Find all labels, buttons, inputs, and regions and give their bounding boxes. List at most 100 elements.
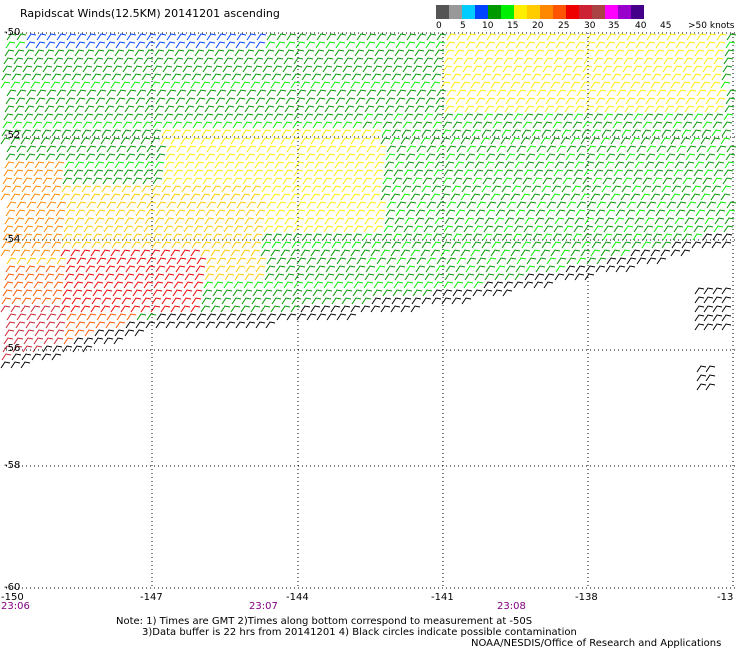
wind-barb — [102, 65, 113, 73]
wind-barb — [701, 129, 712, 137]
wind-barb — [404, 49, 415, 57]
wind-barb — [245, 97, 256, 105]
wind-barb — [270, 193, 281, 201]
wind-barb — [470, 249, 481, 257]
wind-barb — [186, 89, 197, 97]
wind-barb — [205, 321, 216, 329]
wind-barb — [202, 233, 213, 241]
wind-barb — [655, 41, 666, 49]
wind-barb — [105, 265, 116, 273]
wind-barb — [240, 193, 251, 201]
wind-barb — [151, 185, 162, 193]
wind-barb — [42, 233, 53, 241]
wind-barb — [162, 65, 173, 73]
wind-barb — [451, 129, 462, 137]
wind-barb — [603, 169, 614, 177]
wind-barb — [464, 273, 475, 281]
wind-barb — [262, 177, 273, 185]
wind-barb — [594, 161, 605, 169]
wind-barb — [223, 281, 234, 289]
wind-barb — [215, 265, 226, 273]
wind-barb — [175, 97, 186, 105]
wind-barb — [610, 193, 621, 201]
wind-barb — [631, 129, 642, 137]
wind-barb — [531, 129, 542, 137]
wind-barb — [481, 241, 492, 249]
wind-barb — [633, 225, 644, 233]
wind-barb — [3, 113, 14, 121]
wind-barb — [290, 137, 301, 145]
wind-barb — [36, 33, 47, 41]
wind-barb — [292, 289, 303, 297]
wind-barb — [431, 297, 442, 305]
wind-barb — [390, 193, 401, 201]
wind-barb — [132, 289, 143, 297]
wind-barb — [440, 137, 451, 145]
wind-barb — [294, 105, 305, 113]
wind-barb — [13, 113, 24, 121]
wind-barb — [604, 217, 615, 225]
wind-barb — [250, 81, 261, 89]
wind-barb — [624, 105, 635, 113]
lon-label: -138 — [575, 592, 598, 603]
wind-barb — [222, 121, 233, 129]
wind-barb — [156, 257, 167, 265]
wind-barb — [92, 121, 103, 129]
wind-barb — [492, 289, 503, 297]
wind-barb — [452, 233, 463, 241]
wind-barb — [526, 257, 537, 265]
wind-barb — [633, 57, 644, 65]
wind-barb — [506, 33, 517, 41]
wind-barb — [520, 137, 531, 145]
wind-barb — [65, 153, 76, 161]
wind-barb — [344, 161, 355, 169]
wind-barb — [473, 281, 484, 289]
wind-barb — [431, 185, 442, 193]
wind-barb — [310, 137, 321, 145]
wind-barb — [706, 145, 717, 153]
wind-barb — [141, 129, 152, 137]
wind-barb — [113, 281, 124, 289]
wind-barb — [542, 233, 553, 241]
wind-barb — [401, 129, 412, 137]
wind-barb — [446, 145, 457, 153]
wind-barb — [306, 89, 317, 97]
wind-barb — [266, 145, 277, 153]
wind-barb — [472, 65, 483, 73]
wind-barb — [165, 97, 176, 105]
wind-barb — [274, 273, 285, 281]
wind-barb — [375, 97, 386, 105]
wind-barb — [461, 241, 472, 249]
wind-barb — [321, 297, 332, 305]
wind-barb — [144, 273, 155, 281]
wind-barb — [190, 305, 201, 313]
wind-barb — [54, 273, 65, 281]
wind-barb — [83, 113, 94, 121]
wind-barb — [721, 287, 732, 295]
wind-barb — [660, 193, 671, 201]
wind-barb — [336, 257, 347, 265]
wind-barb — [321, 241, 332, 249]
wind-barb — [126, 89, 137, 97]
wind-barb — [696, 201, 707, 209]
wind-barb — [286, 201, 297, 209]
wind-barb — [314, 273, 325, 281]
wind-barb — [294, 273, 305, 281]
wind-barb — [81, 185, 92, 193]
wind-barb — [172, 121, 183, 129]
wind-barb — [595, 97, 606, 105]
wind-barb — [462, 233, 473, 241]
wind-barb — [332, 177, 343, 185]
wind-barb — [645, 41, 656, 49]
wind-barb — [70, 305, 81, 313]
wind-barb — [233, 57, 244, 65]
wind-barb — [184, 273, 195, 281]
wind-barb — [656, 257, 667, 265]
wind-barb — [336, 201, 347, 209]
wind-barb — [475, 209, 486, 217]
wind-barb — [266, 257, 277, 265]
wind-barb — [715, 97, 726, 105]
wind-barb — [566, 89, 577, 97]
wind-barb — [275, 265, 286, 273]
wind-barb — [331, 73, 342, 81]
